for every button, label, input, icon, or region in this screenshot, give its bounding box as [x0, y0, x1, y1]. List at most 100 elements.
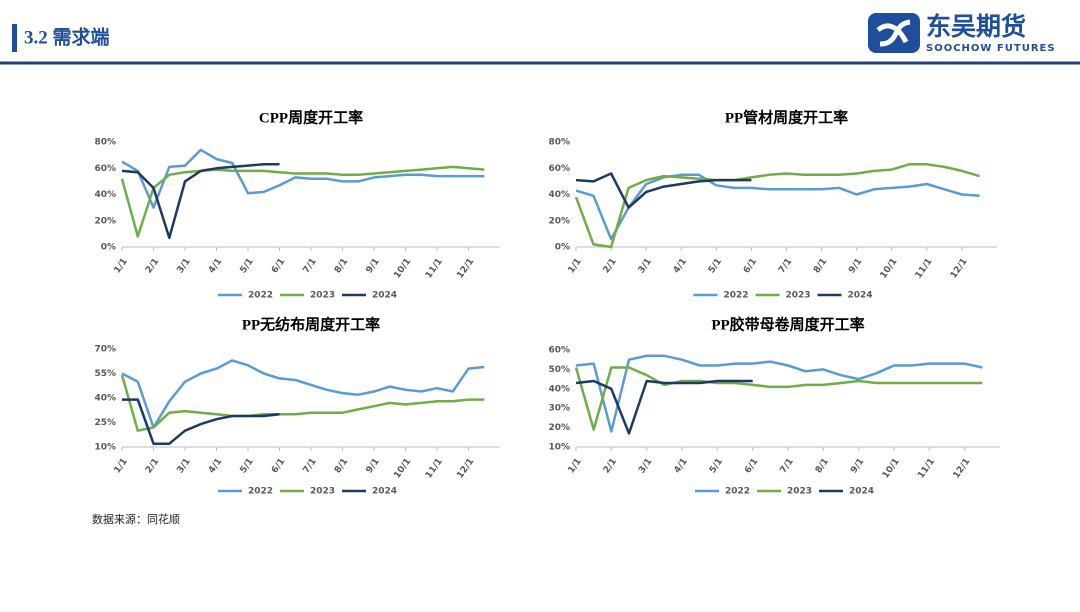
x-tick-label: 12/1 [952, 457, 973, 481]
x-tick-label: 7/1 [779, 457, 796, 476]
y-tick-label: 40% [548, 190, 570, 200]
y-tick-label: 30% [548, 404, 570, 414]
x-tick-label: 6/1 [270, 257, 287, 276]
x-tick-label: 11/1 [914, 257, 935, 281]
legend-label: 2023 [786, 291, 811, 301]
series-line [574, 163, 980, 249]
x-tick-label: 2/1 [602, 457, 619, 476]
series-line [575, 173, 980, 241]
series-line [575, 172, 752, 209]
y-tick-label: 40% [94, 190, 116, 200]
logo-swoosh [876, 19, 911, 47]
chart-title: PP无纺布周度开工率 [242, 315, 380, 333]
legend-label: 2022 [725, 487, 750, 497]
x-tick-label: 4/1 [207, 457, 224, 476]
x-tick-label: 3/1 [637, 457, 654, 476]
logo: 东吴期货 SOOCHOW FUTURES [868, 12, 1056, 54]
series-line [121, 148, 485, 209]
x-tick-label: 1/1 [567, 457, 584, 476]
x-tick-label: 2/1 [144, 457, 161, 476]
y-tick-label: 20% [548, 216, 570, 226]
x-tick-label: 7/1 [302, 457, 319, 476]
y-tick-label: 40% [94, 394, 116, 404]
x-tick-label: 5/1 [707, 257, 724, 276]
section-title: 3.2 需求端 [24, 25, 110, 48]
y-tick-label: 10% [548, 443, 570, 453]
y-tick-label: 40% [548, 384, 570, 394]
y-tick-label: 80% [548, 138, 570, 148]
x-tick-label: 8/1 [333, 457, 350, 476]
y-tick-label: 0% [555, 243, 570, 253]
legend-label: 2024 [372, 291, 397, 301]
series-line [120, 165, 485, 238]
legend-label: 2023 [310, 291, 335, 301]
y-tick-label: 60% [548, 346, 570, 356]
x-tick-label: 12/1 [949, 257, 970, 281]
x-tick-label: 10/1 [881, 457, 902, 481]
x-tick-label: 3/1 [176, 457, 193, 476]
legend-label: 2024 [372, 487, 397, 497]
y-tick-label: 20% [548, 423, 570, 433]
x-tick-label: 10/1 [392, 457, 413, 481]
legend-label: 2024 [849, 487, 874, 497]
x-tick-label: 4/1 [673, 457, 690, 476]
x-tick-label: 6/1 [270, 457, 287, 476]
x-tick-label: 5/1 [239, 457, 256, 476]
y-tick-label: 60% [94, 164, 116, 174]
x-tick-label: 3/1 [637, 257, 654, 276]
y-tick-label: 60% [548, 164, 570, 174]
chart-title: CPP周度开工率 [259, 108, 363, 126]
y-tick-label: 80% [94, 138, 116, 148]
series-line [120, 374, 485, 432]
series-line [121, 359, 485, 429]
x-tick-label: 9/1 [365, 257, 382, 276]
y-tick-label: 25% [94, 418, 116, 428]
x-tick-label: 9/1 [849, 457, 866, 476]
legend-label: 2022 [724, 291, 749, 301]
x-tick-label: 9/1 [847, 257, 864, 276]
y-tick-label: 70% [94, 345, 116, 355]
x-tick-label: 3/1 [176, 257, 193, 276]
x-tick-label: 12/1 [455, 257, 476, 281]
x-tick-label: 5/1 [708, 457, 725, 476]
y-tick-label: 55% [94, 369, 116, 379]
x-tick-label: 2/1 [602, 257, 619, 276]
logo-en: SOOCHOW FUTURES [926, 43, 1056, 54]
x-tick-label: 4/1 [207, 257, 224, 276]
chart-title: PP管材周度开工率 [725, 108, 848, 126]
x-tick-label: 9/1 [365, 457, 382, 476]
series-line [574, 366, 983, 431]
legend-label: 2023 [310, 487, 335, 497]
x-tick-label: 8/1 [333, 257, 350, 276]
section-marker [12, 24, 17, 52]
x-tick-label: 6/1 [743, 457, 760, 476]
x-tick-label: 11/1 [916, 457, 937, 481]
x-tick-label: 11/1 [424, 257, 445, 281]
x-tick-label: 7/1 [777, 257, 794, 276]
legend-label: 2024 [848, 291, 873, 301]
x-tick-label: 1/1 [567, 257, 584, 276]
series-line [575, 379, 753, 435]
x-tick-label: 8/1 [812, 257, 829, 276]
x-tick-label: 11/1 [424, 457, 445, 481]
logo-cn: 东吴期货 [926, 12, 1026, 41]
series-line [575, 354, 983, 433]
x-tick-label: 10/1 [392, 257, 413, 281]
y-tick-label: 50% [548, 365, 570, 375]
x-tick-label: 1/1 [113, 457, 130, 476]
x-tick-label: 8/1 [814, 457, 831, 476]
series-line [121, 163, 280, 240]
y-tick-label: 20% [94, 216, 116, 226]
legend-label: 2022 [248, 291, 273, 301]
x-tick-label: 2/1 [144, 257, 161, 276]
chart-title: PP胶带母卷周度开工率 [711, 315, 864, 333]
series-line [122, 398, 280, 445]
x-tick-label: 5/1 [239, 257, 256, 276]
legend-label: 2023 [787, 487, 812, 497]
x-tick-label: 12/1 [455, 457, 476, 481]
x-tick-label: 4/1 [672, 257, 689, 276]
x-tick-label: 10/1 [879, 257, 900, 281]
x-tick-label: 6/1 [742, 257, 759, 276]
legend-label: 2022 [248, 487, 273, 497]
